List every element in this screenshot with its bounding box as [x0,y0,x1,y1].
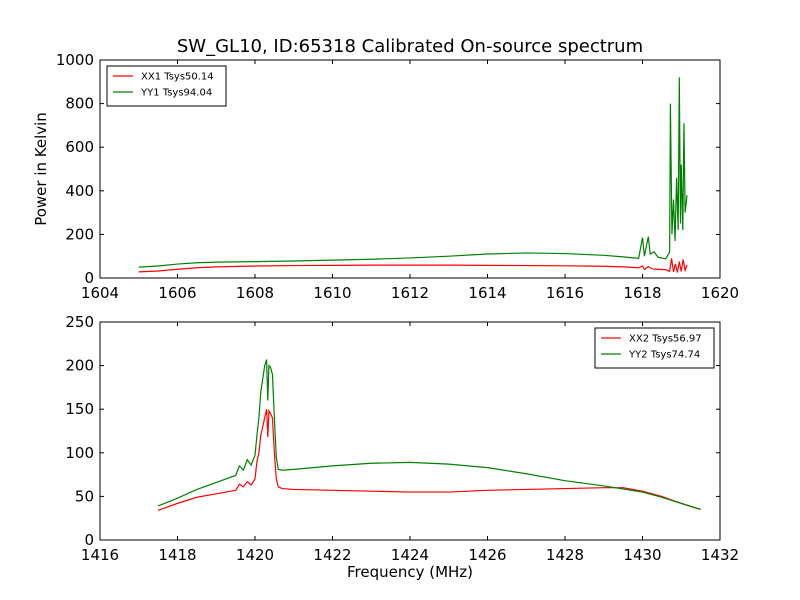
series-line-1-2 [138,77,688,268]
y-tick-label-1-4: 800 [65,95,94,113]
legend-box-1 [106,65,227,107]
y-axis-label-1: Power in Kelvin [32,112,50,226]
chart-title: SW_GL10, ID:65318 Calibrated On-source s… [177,36,643,57]
legend-1: XX1 Tsys50.14 YY1 Tsys94.04 [106,65,227,107]
subplot-1: 1604 1606 1608 1610 1612 1614 1616 1618 1620 0 200… [32,51,739,302]
y-tick-label-1-1: 200 [65,225,94,243]
x-tick-label-1-4: 1612 [391,284,429,302]
x-tick-label-1-6: 1616 [546,284,584,302]
y-tick-label-1-2: 400 [65,182,94,200]
plots-layer: 1604 1606 1608 1610 1612 1614 1616 1618 1620 0 200… [32,51,739,581]
series-line-1-1 [138,258,688,273]
y-tick-label-1-0: 0 [84,269,94,287]
series-line-2-1 [157,408,701,511]
x-tick-label-1-0: 1604 [81,284,119,302]
legend-2: XX2 Tsys56.97 YY2 Tsys74.74 [594,327,715,369]
x-tick-label-1-7: 1618 [623,284,661,302]
x-tick-label-1-2: 1608 [236,284,274,302]
x-tick-label-1-3: 1610 [313,284,351,302]
y-tick-label-2-0: 0 [84,531,94,549]
x-tick-label-2-7: 1430 [623,546,661,564]
x-tick-label-2-3: 1422 [313,546,351,564]
y-tick-label-2-1: 50 [75,487,94,505]
legend-label-2-1: XX2 Tsys56.97 [629,334,702,345]
legend-label-2-2: YY2 Tsys74.74 [628,350,700,361]
x-tick-label-1-1: 1606 [158,284,196,302]
x-tick-label-2-0: 1416 [81,546,119,564]
subplot-2: 1416 1418 1420 1422 1424 1426 1428 1430 1432 0 50 1… [65,313,739,581]
x-axis-label-2: Frequency (MHz) [347,563,473,581]
x-tick-label-1-8: 1620 [701,284,739,302]
x-tick-label-2-6: 1428 [546,546,584,564]
legend-box-2 [594,327,715,369]
x-tick-label-2-2: 1420 [236,546,274,564]
x-tick-label-1-5: 1614 [468,284,506,302]
y-tick-label-2-5: 250 [65,313,94,331]
y-tick-label-1-5: 1000 [56,51,94,69]
legend-label-1-2: YY1 Tsys94.04 [140,88,212,99]
series-line-2-2 [157,359,701,511]
y-tick-label-2-4: 200 [65,357,94,375]
x-tick-label-2-4: 1424 [391,546,429,564]
x-tick-label-2-5: 1426 [468,546,506,564]
y-tick-label-1-3: 600 [65,138,94,156]
y-tick-label-2-3: 150 [65,400,94,418]
legend-label-1-1: XX1 Tsys50.14 [141,72,214,83]
y-tick-label-2-2: 100 [65,444,94,462]
x-tick-label-2-8: 1432 [701,546,739,564]
x-tick-label-2-1: 1418 [158,546,196,564]
